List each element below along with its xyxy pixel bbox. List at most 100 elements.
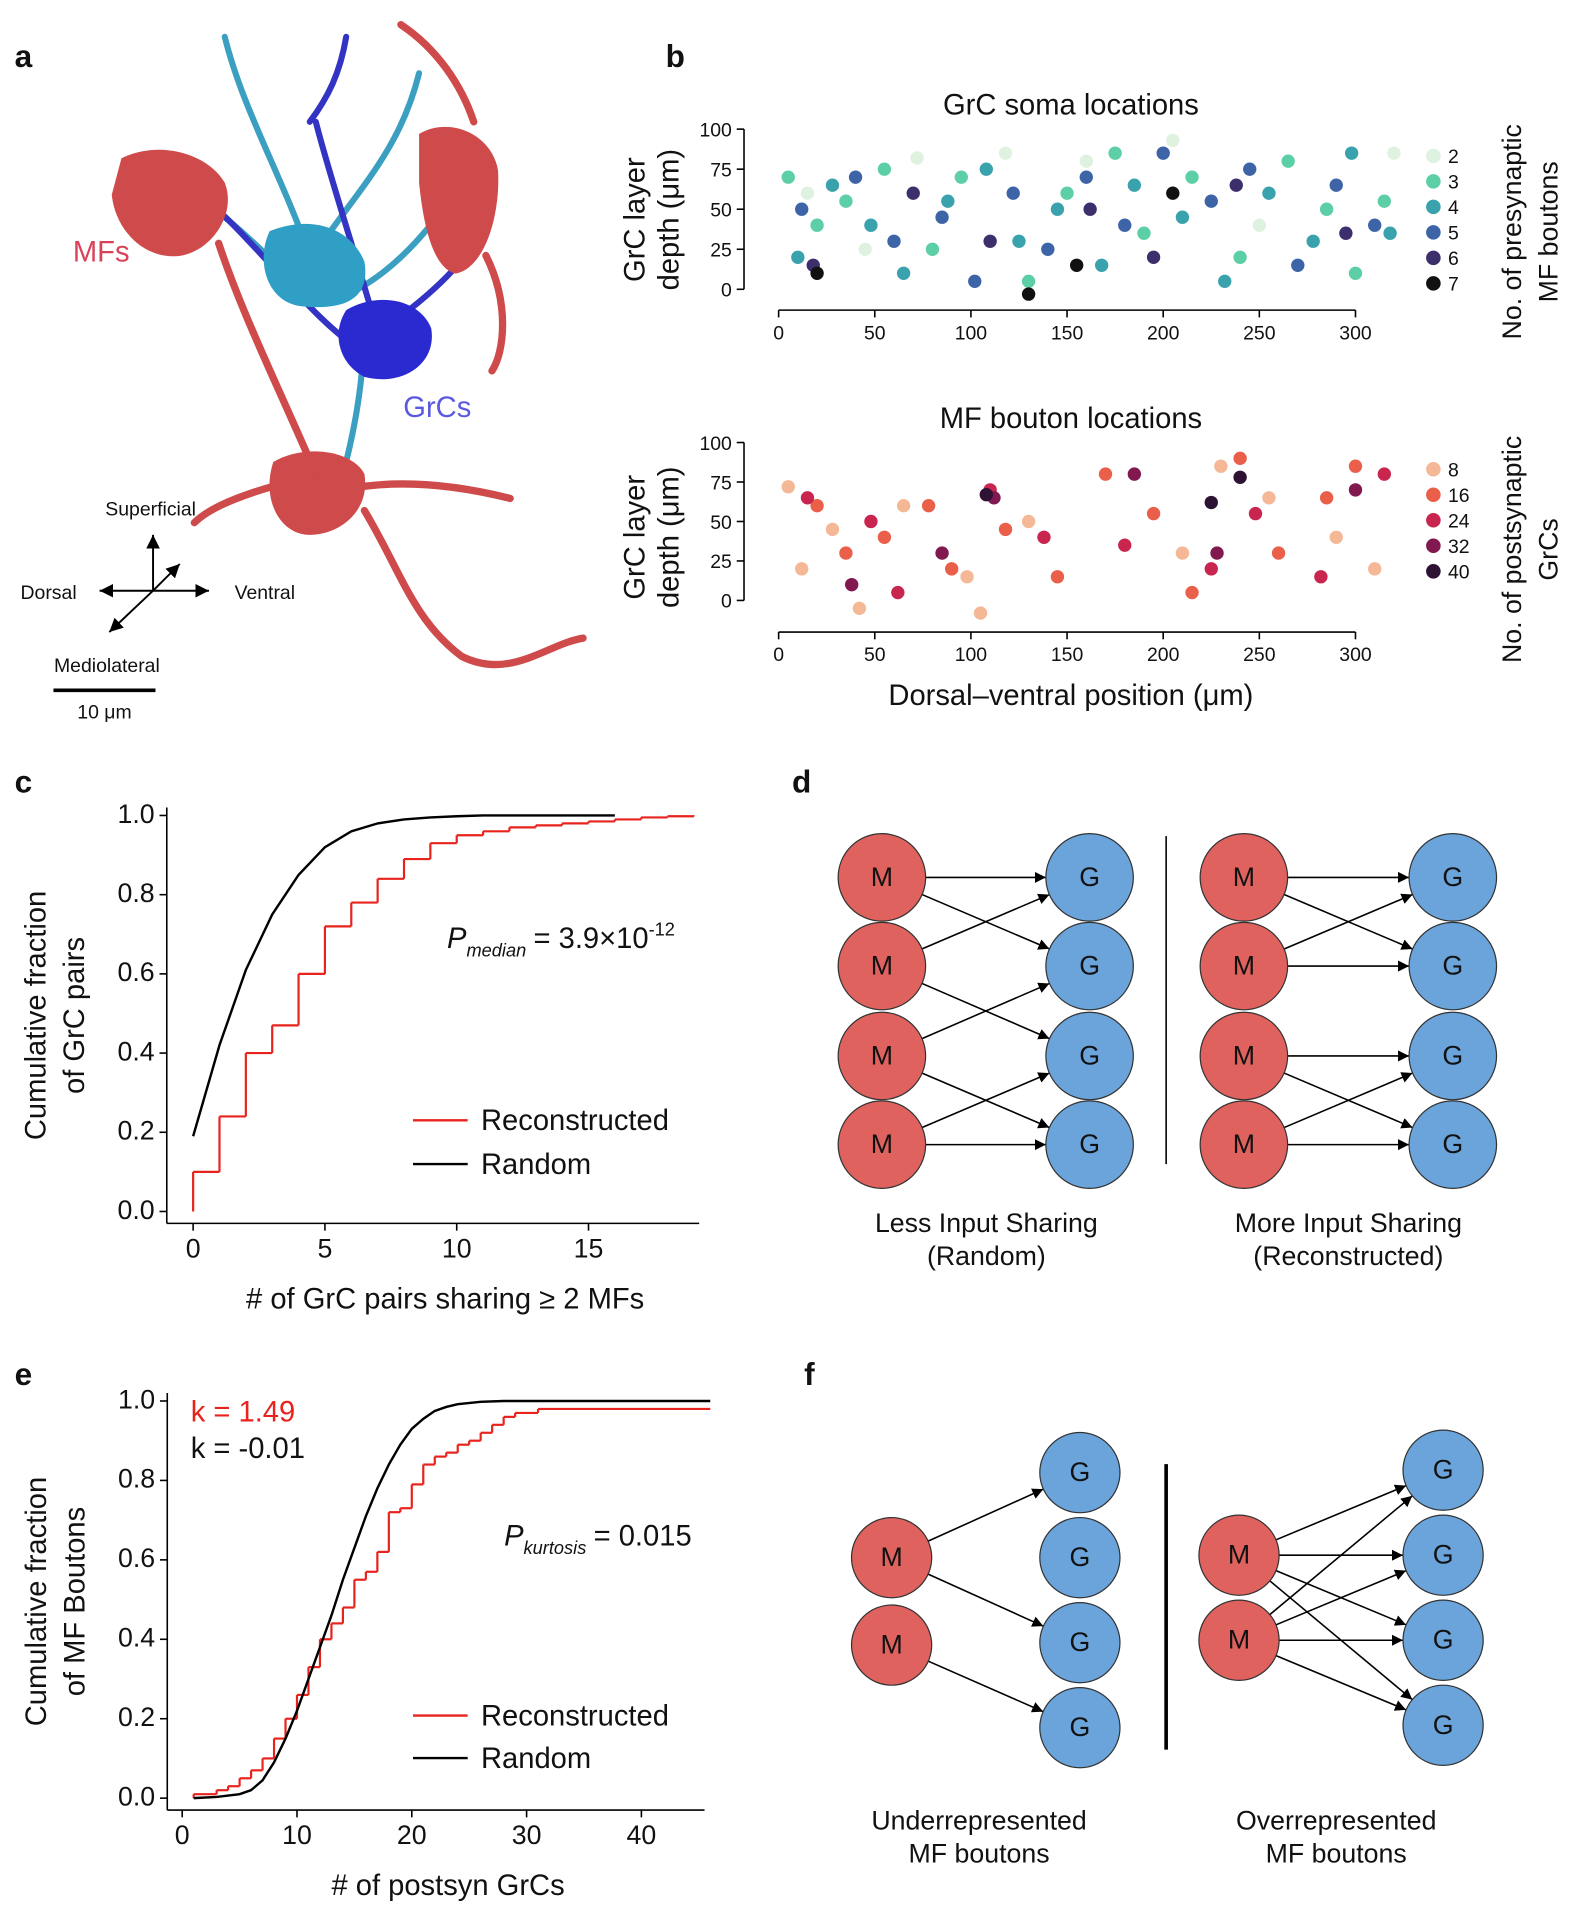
panel-label: c — [15, 763, 33, 799]
scatter-point — [1185, 585, 1199, 600]
y-tick-label: 100 — [699, 119, 732, 141]
grc-node — [1045, 1100, 1134, 1189]
mf-node — [850, 1516, 933, 1599]
scatter-point — [1006, 186, 1020, 200]
scatter-point — [1021, 287, 1036, 301]
legend-title: No. of postsynaptic — [1497, 436, 1527, 663]
scatter-point — [1387, 146, 1401, 160]
node-label: G — [1079, 862, 1100, 892]
cdf-line — [191, 814, 615, 1137]
y-tick-label: 0.8 — [117, 878, 154, 908]
grc-soma — [263, 223, 366, 308]
scatter-point — [810, 266, 824, 280]
x-tick-label: 0 — [773, 322, 784, 344]
scatter-point — [1377, 467, 1392, 481]
scatter-point — [1175, 210, 1190, 224]
mf-node — [837, 921, 927, 1011]
scatter-point — [858, 242, 872, 256]
legend-marker — [1426, 276, 1441, 291]
scatter-point — [960, 570, 974, 584]
mf-axons — [190, 21, 587, 669]
legend-label: 16 — [1448, 485, 1470, 507]
node-label: G — [1433, 1455, 1454, 1485]
mf-node — [837, 833, 927, 922]
scatter-point — [1146, 506, 1161, 521]
legend-label: 24 — [1448, 511, 1470, 533]
scatter-point — [810, 218, 824, 232]
x-tick-label: 150 — [1051, 322, 1084, 344]
mf-label: MFs — [73, 237, 130, 269]
scatter-point — [781, 170, 795, 184]
scatter-point — [1021, 514, 1036, 529]
x-tick-label: 100 — [955, 644, 988, 666]
scatter-point — [1012, 234, 1026, 248]
grc-node — [1045, 921, 1134, 1011]
node-label: M — [871, 951, 893, 981]
legend-label: Random — [481, 1743, 591, 1775]
annotation: k = -0.01 — [191, 1433, 305, 1465]
x-tick-label: 10 — [442, 1233, 472, 1263]
x-tick-label: 50 — [864, 644, 886, 666]
mf-node — [1199, 1100, 1289, 1189]
x-tick-label: 20 — [397, 1820, 427, 1850]
node-label: G — [1069, 1627, 1090, 1657]
scatter-point — [1185, 170, 1199, 184]
scatter-point — [979, 487, 993, 502]
annotation-part: median — [466, 940, 526, 960]
legend-label: Random — [481, 1149, 591, 1181]
scatter-point — [925, 242, 940, 256]
scatter-point — [1175, 546, 1190, 560]
caption: Less Input Sharing — [875, 1208, 1098, 1238]
caption: (Reconstructed) — [1253, 1241, 1443, 1271]
x-tick-label: 300 — [1339, 322, 1372, 344]
legend-title: No. of presynaptic — [1497, 124, 1527, 339]
scatter-point — [1329, 178, 1343, 192]
scatter-point — [1079, 170, 1093, 184]
x-tick-label: 30 — [512, 1820, 542, 1850]
scatter-point — [1319, 491, 1334, 505]
annotation-part: k = 1.49 — [191, 1397, 296, 1429]
node-label: G — [1433, 1540, 1454, 1570]
edge — [1275, 1484, 1407, 1541]
mf-node — [1199, 833, 1289, 922]
x-axis-label: # of postsyn GrCs — [331, 1870, 564, 1902]
node-label: M — [880, 1542, 902, 1572]
scatter-point — [791, 250, 805, 264]
annotation: Pkurtosis = 0.015 — [504, 1520, 692, 1558]
scatter-point — [1204, 495, 1218, 510]
chart-title: MF bouton locations — [940, 403, 1202, 435]
y-tick-label: 0 — [721, 591, 732, 613]
y-tick-label: 50 — [710, 200, 732, 222]
scatter-point — [1348, 459, 1363, 473]
y-tick-label: 0.0 — [117, 1195, 154, 1225]
scatter-point — [1050, 202, 1065, 216]
annotation-part: = 3.9×10 — [534, 923, 649, 955]
legend-label: 4 — [1448, 197, 1459, 219]
scatter-point — [1271, 546, 1286, 560]
y-tick-label: 25 — [710, 551, 732, 573]
panel-label: f — [804, 1356, 815, 1392]
scatter-point — [906, 186, 920, 200]
scatter-point — [1344, 146, 1359, 160]
mf-node — [1199, 921, 1289, 1011]
scatter-point — [864, 514, 878, 529]
annotation: k = 1.49 — [191, 1397, 296, 1429]
scatter-point — [1210, 546, 1224, 560]
mf-node — [1198, 1514, 1280, 1596]
node-label: G — [1442, 862, 1463, 892]
y-tick-label: 0.8 — [118, 1464, 155, 1494]
y-tick-label: 0 — [721, 280, 732, 302]
y-tick-label: 50 — [710, 512, 732, 534]
panel-label: b — [666, 38, 685, 74]
node-label: G — [1079, 1040, 1100, 1070]
legend-label: Reconstructed — [481, 1700, 669, 1732]
y-tick-label: 0.0 — [118, 1781, 155, 1811]
annotation: Pmedian = 3.9×10-12 — [447, 920, 675, 961]
x-tick-label: 0 — [186, 1233, 201, 1263]
y-tick-label: 1.0 — [118, 1384, 155, 1414]
y-axis-label: of GrC pairs — [59, 937, 91, 1094]
scatter-point — [1060, 186, 1074, 200]
scale-bar-label: 10 μm — [77, 701, 131, 723]
scatter-point — [1166, 133, 1180, 148]
grc-node — [1039, 1431, 1121, 1514]
